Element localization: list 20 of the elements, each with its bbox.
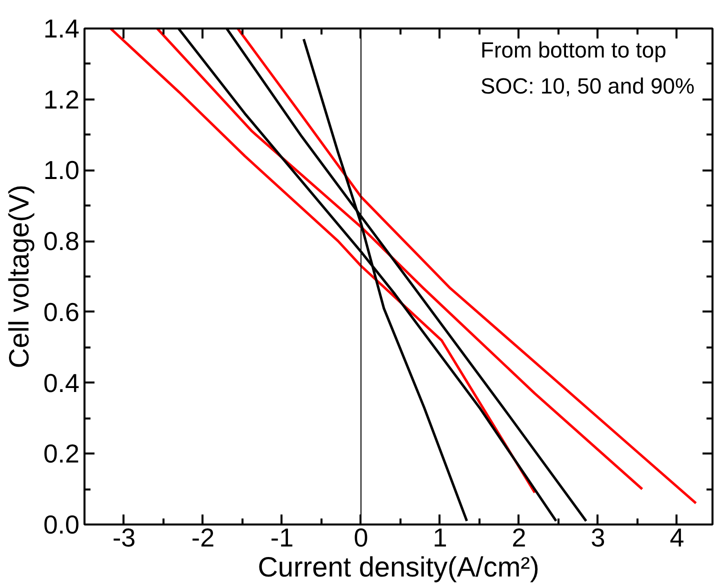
y-tick-label: 0.4 <box>43 368 80 398</box>
y-tick-label: 1.2 <box>43 84 80 114</box>
x-tick-label: 2 <box>512 522 526 552</box>
x-tick-label: 4 <box>670 522 684 552</box>
x-tick-label: 1 <box>432 522 448 552</box>
x-tick-label: 0 <box>354 522 368 552</box>
annotation: From bottom to top <box>480 38 666 62</box>
x-tick-label: -3 <box>112 522 136 552</box>
y-tick-label: 0.2 <box>43 438 80 469</box>
annotation: SOC: 10, 50 and 90% <box>480 74 695 98</box>
y-tick-label: 0.6 <box>43 296 80 327</box>
x-tick-label: 3 <box>590 522 606 552</box>
x-tick-label: -1 <box>270 522 294 552</box>
y-tick-label: 1.4 <box>43 14 80 44</box>
y-tick-label: 1.0 <box>43 155 80 186</box>
x-tick-label: -2 <box>191 522 215 552</box>
x-axis-title: Current density(A/cm²) <box>258 552 540 582</box>
y-axis-title: Cell voltage(V) <box>3 184 34 368</box>
y-tick-label: 0.0 <box>43 510 80 540</box>
y-tick-label: 0.8 <box>43 226 80 256</box>
